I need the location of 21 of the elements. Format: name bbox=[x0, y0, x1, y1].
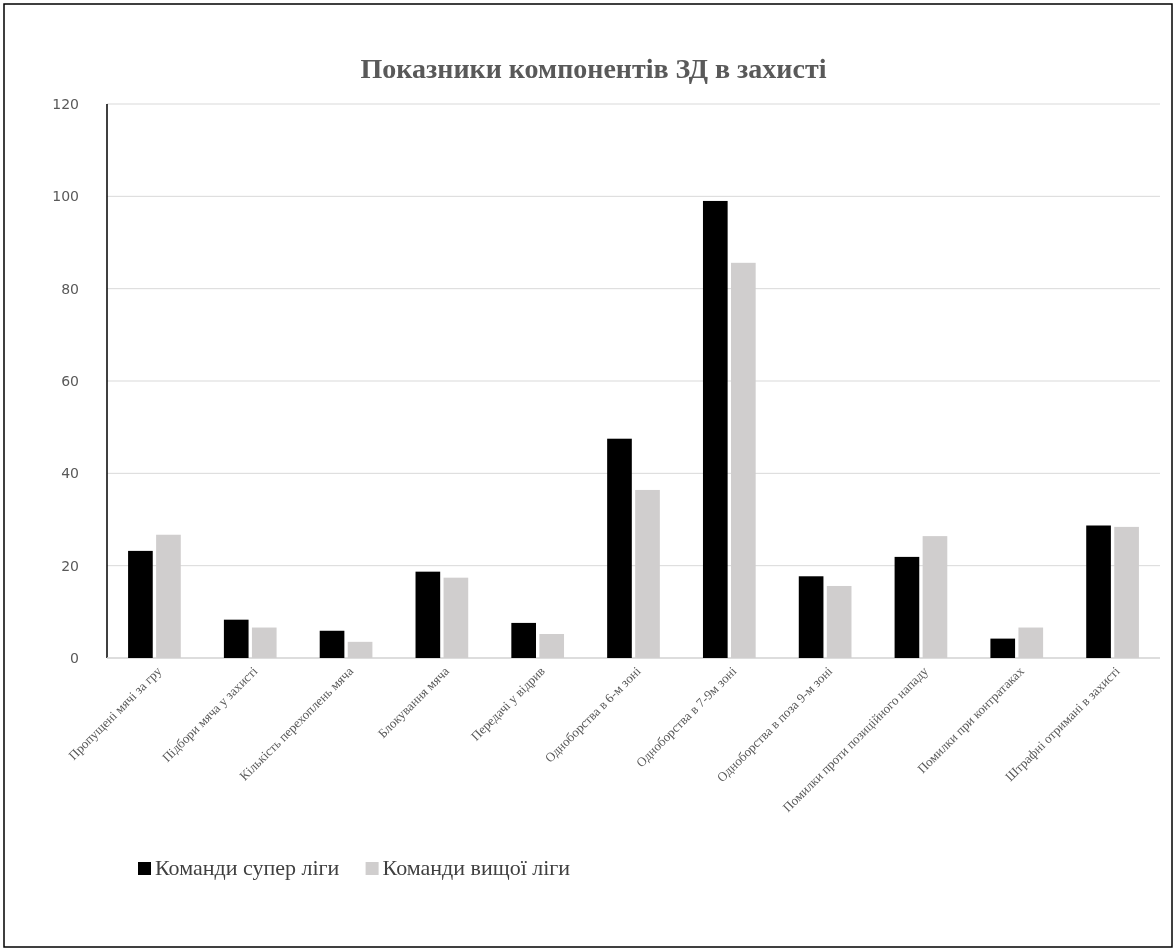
bar bbox=[607, 438, 632, 658]
bar bbox=[894, 556, 920, 658]
bar bbox=[1086, 525, 1111, 658]
legend-label: Команди вищої ліги bbox=[382, 855, 571, 880]
bar bbox=[990, 638, 1016, 658]
bar bbox=[798, 576, 824, 658]
bar bbox=[702, 200, 728, 658]
y-tick-label: 80 bbox=[61, 280, 79, 297]
bar bbox=[511, 622, 536, 658]
bar bbox=[319, 630, 345, 658]
chart-title: Показники компонентів ЗД в захисті bbox=[360, 53, 827, 84]
y-tick-label: 40 bbox=[61, 465, 79, 482]
y-tick-label: 100 bbox=[52, 188, 79, 205]
y-tick-label: 20 bbox=[61, 557, 79, 574]
bar bbox=[128, 550, 153, 658]
y-tick-label: 0 bbox=[70, 649, 79, 666]
legend-label: Команди супер ліги bbox=[155, 855, 340, 880]
bar bbox=[223, 619, 249, 658]
y-tick-label: 120 bbox=[52, 95, 79, 112]
y-tick-label: 60 bbox=[61, 372, 79, 389]
bar bbox=[415, 571, 441, 658]
